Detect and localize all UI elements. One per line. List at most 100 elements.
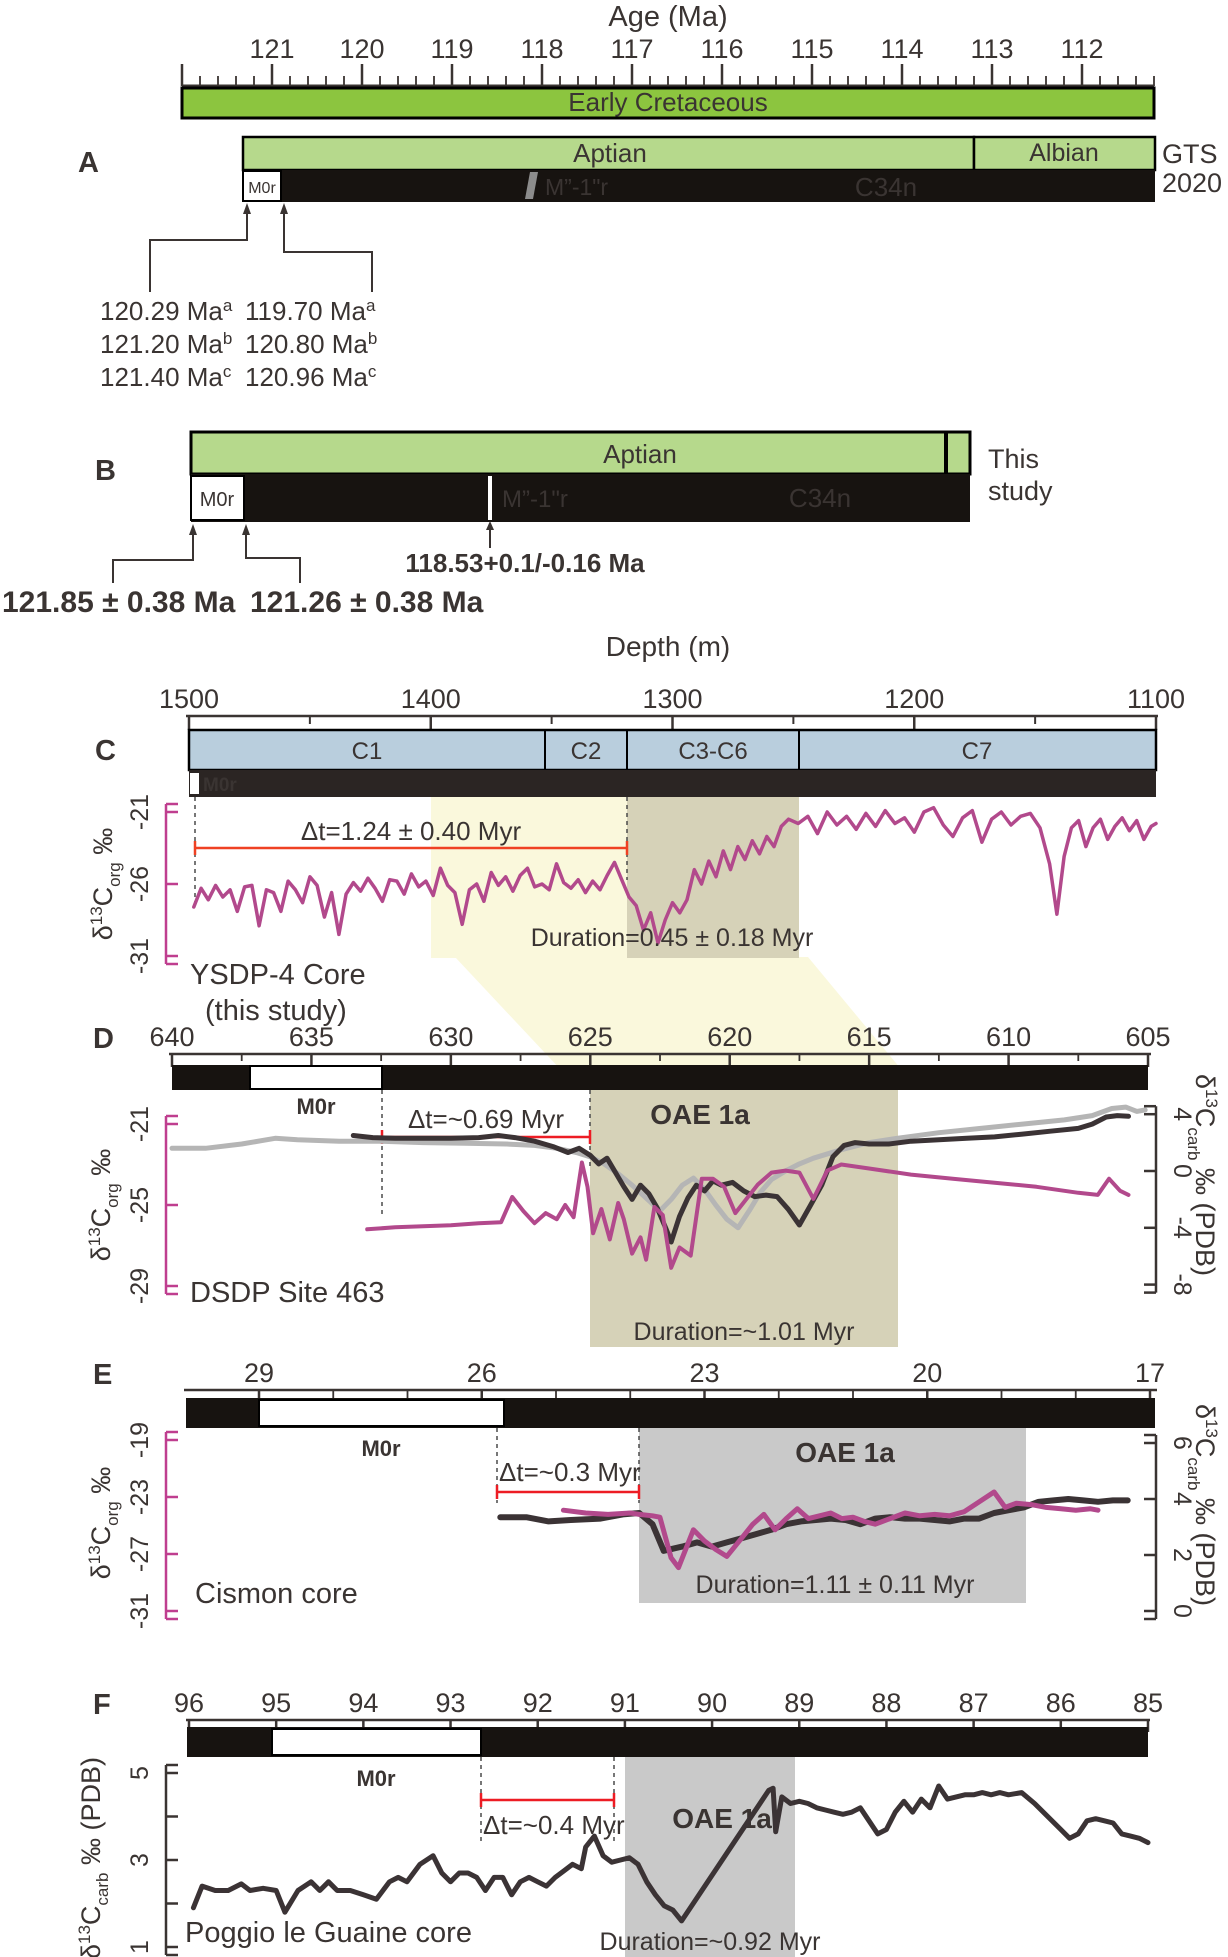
- b-m0r-box: [190, 475, 245, 521]
- panel-d: D 640 635 630 625 620 615 610 605 M0r Δt=~0.69 …: [85, 1022, 1221, 1347]
- b-arrowhead-left: [189, 524, 197, 535]
- tick-label: -8: [1168, 1273, 1196, 1295]
- b-m0r-base-age: 121.85 ± 0.38 Ma: [2, 586, 236, 619]
- a-arrowhead-right: [280, 203, 288, 214]
- d-x-tick-labels: 640 635 630 625 620 615 610 605: [149, 1022, 1170, 1052]
- era-bar: [180, 86, 1156, 120]
- a-aptian-bar: [241, 135, 976, 172]
- this-study-line2: study: [988, 476, 1053, 506]
- tick-label: 121: [249, 34, 294, 64]
- c-duration-label: Duration=0.45 ± 0.18 Myr: [531, 924, 814, 952]
- f-m0r-box: [271, 1728, 482, 1756]
- c-y-axis: -21 -26 -31: [126, 794, 178, 974]
- tick-label: 0: [1168, 1164, 1196, 1178]
- e-y-axis-title-left: δ13Corg ‰: [85, 1467, 122, 1580]
- d-duration-label: Duration=~1.01 Myr: [634, 1318, 855, 1346]
- tick-label: 625: [568, 1022, 613, 1052]
- e-y-axis-title-right: δ13Ccarb ‰ (PDB): [1184, 1404, 1221, 1606]
- tick-label: -23: [126, 1479, 154, 1515]
- tick-label: 91: [610, 1688, 640, 1718]
- tick-label: 4: [1168, 1492, 1196, 1506]
- c-x-tick-labels: 1500 1400 1300 1200 1100: [159, 684, 1185, 714]
- c-chron-c1: C1: [352, 738, 383, 765]
- c-chron-c7: C7: [962, 738, 993, 765]
- e-duration-label: Duration=1.11 ± 0.11 Myr: [696, 1571, 975, 1599]
- c-core-label-1: YSDP-4 Core: [190, 959, 366, 991]
- tick-label: 6: [1168, 1436, 1196, 1450]
- f-y-axis: 5 3 1: [126, 1763, 178, 1957]
- tick-label: -31: [126, 1593, 154, 1629]
- a-chron-bar: [243, 170, 1155, 202]
- tick-label: 85: [1133, 1688, 1163, 1718]
- b-m1r-arrowhead: [486, 521, 494, 530]
- panel-b: B Aptian M0r M”-1"r C34n This study 118.…: [2, 430, 1053, 619]
- e-dt-label: Δt=~0.3 Myr: [499, 1457, 641, 1487]
- panel-c: Depth (m) 1500 1400 1300 1200 1100 C C1 C2 C…: [87, 631, 1185, 1027]
- d-m0r-box: [249, 1065, 383, 1090]
- tick-label: -19: [126, 1422, 154, 1458]
- f-duration-label: Duration=~0.92 Myr: [600, 1928, 821, 1956]
- series-d13c-org: [192, 805, 1158, 945]
- tick-label: 116: [700, 34, 743, 64]
- tick-label: 88: [871, 1688, 901, 1718]
- d-y-axis-right: 4 0 -4 -8: [1144, 1104, 1196, 1296]
- panel-f: F 96 95 94 93 92 91 90 89 88 87 86 85 M0r Δt=~0.4 M…: [75, 1688, 1163, 1957]
- e-dt-bracket: [495, 1485, 641, 1499]
- f-x-tick-labels: 96 95 94 93 92 91 90 89 88 87 86 85: [174, 1688, 1163, 1718]
- e-m0r-label: M0r: [361, 1436, 401, 1461]
- f-dt-label: Δt=~0.4 Myr: [483, 1810, 625, 1840]
- a-m1r-tick: [525, 172, 538, 199]
- tick-label: -21: [126, 794, 154, 830]
- tick-label: 1: [126, 1940, 154, 1954]
- f-dt-bracket: [479, 1793, 616, 1807]
- tick-label: 640: [149, 1022, 194, 1052]
- era-bar-label: Early Cretaceous: [568, 87, 767, 117]
- e-curves: [497, 1489, 1131, 1571]
- tick-label: -4: [1168, 1217, 1196, 1239]
- tick-label: 1300: [642, 684, 702, 714]
- a-c34n-label: C34n: [855, 172, 917, 202]
- d-y-axis-left: -21 -25 -29: [126, 1106, 178, 1304]
- series-d13c-carb-black: [350, 1113, 1131, 1245]
- tick-label: 120: [339, 34, 384, 64]
- c-magneto-bar: [189, 770, 1156, 797]
- age-axis-tick-labels: 121 120 119 118 117 116 115 114 113 112: [249, 34, 1103, 64]
- tick-label: 17: [1135, 1358, 1165, 1388]
- c-chron-c2: C2: [571, 738, 602, 765]
- c-core-label-2: (this study): [205, 995, 347, 1027]
- panel-f-label: F: [93, 1689, 111, 1721]
- tick-label: 118: [520, 34, 563, 64]
- tick-label: 115: [790, 34, 833, 64]
- tick-label: 87: [959, 1688, 989, 1718]
- a-arrowhead-left: [243, 203, 251, 214]
- c-chron-c3c6: C3-C6: [678, 738, 747, 765]
- c-x-axis: [186, 714, 1158, 730]
- a-m0r-label: M0r: [248, 180, 276, 197]
- b-m1r-age: 118.53+0.1/-0.16 Ma: [405, 548, 645, 578]
- tick-label: 86: [1046, 1688, 1076, 1718]
- tick-label: 0: [1168, 1604, 1196, 1618]
- c-curves: [192, 805, 1158, 945]
- b-aptian-label: Aptian: [603, 439, 677, 469]
- f-y-axis-title: δ13Ccarb ‰ (PDB): [75, 1757, 112, 1957]
- panel-c-label: C: [95, 735, 116, 767]
- tick-label: -27: [126, 1536, 154, 1572]
- tick-label: 113: [970, 34, 1013, 64]
- date-c-left: 121.40 Mac: [100, 362, 232, 392]
- f-m0r-label: M0r: [356, 1766, 396, 1791]
- c-dt-bracket: [193, 841, 629, 855]
- panel-a: A Aptian Albian M0r M”-1"r C34n GTS 2020…: [78, 135, 1222, 392]
- tick-label: 20: [912, 1358, 942, 1388]
- tick-label: -31: [126, 938, 154, 974]
- age-axis-ruler: [180, 64, 1155, 88]
- tick-label: 3: [126, 1853, 154, 1867]
- b-aptian-bar: [189, 430, 972, 476]
- a-albian-label: Albian: [1029, 139, 1099, 167]
- tick-label: 23: [689, 1358, 719, 1388]
- f-curves: [190, 1783, 1151, 1924]
- e-site-label: Cismon core: [195, 1578, 358, 1610]
- panel-e-label: E: [93, 1359, 112, 1391]
- b-arrowhead-right: [242, 524, 250, 535]
- d-y-axis-title-right: δ13Ccarb ‰ (PDB): [1184, 1074, 1221, 1276]
